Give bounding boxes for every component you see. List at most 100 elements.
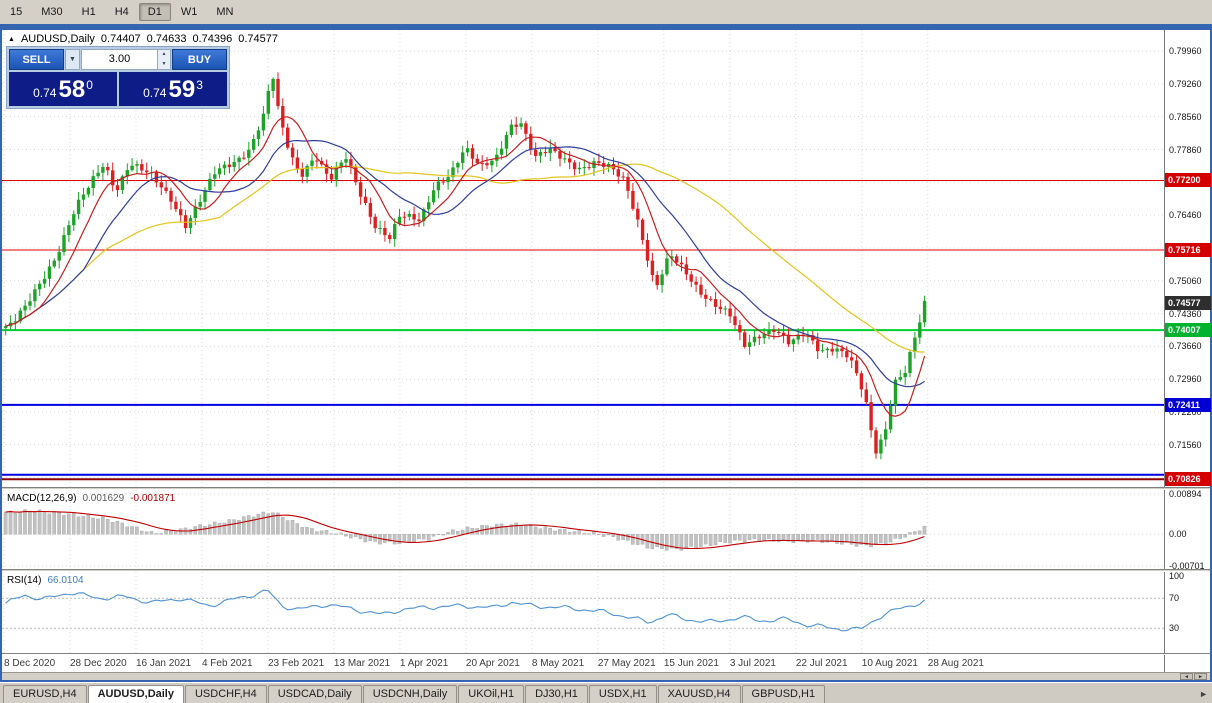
scroll-right-icon[interactable]: ► <box>1194 673 1207 680</box>
chart-window: ▲ AUDUSD,Daily 0.74407 0.74633 0.74396 0… <box>0 24 1212 682</box>
macd-axis-tick: -0.00701 <box>1169 560 1205 571</box>
price-level-badge: 0.70826 <box>1165 472 1211 487</box>
tab-usdchf-h4[interactable]: USDCHF,H4 <box>184 685 267 703</box>
macd-axis-tick: 0.00894 <box>1169 488 1202 499</box>
chart-scroll-strip: ◄ ► <box>2 672 1210 680</box>
tab-ukoil-h1[interactable]: UKOil,H1 <box>458 685 525 703</box>
price-tick: 0.77860 <box>1169 144 1202 155</box>
volume-field[interactable]: 3.00 ▲ ▼ <box>81 49 171 70</box>
date-label: 1 Apr 2021 <box>399 658 449 669</box>
date-label: 3 Jul 2021 <box>729 658 776 669</box>
rsi-axis-tick: 100 <box>1169 570 1185 581</box>
macd-signal-value: -0.001871 <box>130 493 176 504</box>
timeframe-button-w1[interactable]: W1 <box>180 6 198 18</box>
close-value: 0.74577 <box>238 33 278 45</box>
tab-scroll-right-icon[interactable]: ► <box>1199 689 1208 699</box>
price-tick: 0.72260 <box>1169 407 1202 417</box>
sell-price-prefix: 0.74 <box>33 86 57 100</box>
horizontal-scrollbar: ◄ ► <box>1179 673 1207 680</box>
date-axis[interactable]: 8 Dec 2020 28 Dec 2020 16 Jan 2021 4 Feb 20… <box>2 655 1164 672</box>
price-level-badge: 0.74007 <box>1165 323 1211 338</box>
tab-usdcnh-daily[interactable]: USDCNH,Daily <box>362 685 458 703</box>
volume-value[interactable]: 3.00 <box>108 53 131 65</box>
rsi-axis-tick: 30 <box>1169 623 1180 634</box>
spinner-down-icon[interactable]: ▼ <box>158 59 170 69</box>
price-tick: 0.74360 <box>1169 308 1202 319</box>
macd-header: MACD(12,26,9) 0.001629 -0.001871 <box>7 493 175 504</box>
high-value: 0.74633 <box>146 33 187 45</box>
buy-button[interactable]: BUY <box>172 49 227 70</box>
sell-button[interactable]: SELL <box>9 49 64 70</box>
price-tick: 0.79960 <box>1169 46 1202 57</box>
price-level-badge: 0.74577 <box>1165 296 1211 311</box>
timeframe-button-15[interactable]: 15 <box>10 6 23 18</box>
spinner-up-icon[interactable]: ▲ <box>158 50 170 60</box>
timeframe-button-d1[interactable]: D1 <box>138 3 171 21</box>
price-tick: 0.71560 <box>1169 439 1202 450</box>
date-label: 8 Dec 2020 <box>4 658 56 669</box>
date-label: 4 Feb 2021 <box>201 658 253 669</box>
sell-price-sup: 0 <box>86 78 93 92</box>
timeframe-button-h1[interactable]: H1 <box>81 6 96 18</box>
price-level-badge: 0.72411 <box>1165 397 1211 412</box>
rsi-indicator-pane[interactable] <box>2 572 1164 653</box>
price-tick: 0.78560 <box>1169 111 1202 122</box>
symbol-label: AUDUSD,Daily <box>20 33 95 45</box>
volume-spinner: ▲ ▼ <box>157 50 170 69</box>
pane-separator[interactable] <box>2 487 1210 490</box>
macd-axis-tick: 0.00 <box>1169 529 1187 540</box>
buy-price-sup: 3 <box>196 78 203 92</box>
tab-usdx-h1[interactable]: USDX,H1 <box>588 685 657 703</box>
tab-usdcad-daily[interactable]: USDCAD,Daily <box>267 685 362 703</box>
timeframe-button-h4[interactable]: H4 <box>114 6 129 18</box>
price-tick: 0.73660 <box>1169 341 1202 352</box>
price-level-badge: 0.75716 <box>1165 243 1211 258</box>
ohlc-header: ▲ AUDUSD,Daily 0.74407 0.74633 0.74396 0… <box>8 33 278 45</box>
tab-audusd-daily[interactable]: AUDUSD,Daily <box>87 685 184 703</box>
buy-price-display[interactable]: 0.74 59 3 <box>119 72 227 106</box>
macd-label: MACD(12,26,9) <box>7 493 77 504</box>
tab-xauusd-h4[interactable]: XAUUSD,H4 <box>657 685 741 703</box>
date-label: 15 Jun 2021 <box>663 658 719 669</box>
tab-eurusd-h4[interactable]: EURUSD,H4 <box>3 685 87 703</box>
macd-indicator-pane[interactable] <box>2 490 1164 569</box>
timeframe-button-m30[interactable]: M30 <box>41 6 63 18</box>
date-label: 20 Apr 2021 <box>465 658 520 669</box>
chart-content: ▲ AUDUSD,Daily 0.74407 0.74633 0.74396 0… <box>2 30 1211 680</box>
rsi-axis-tick: 70 <box>1169 593 1180 604</box>
symbol-marker-icon: ▲ <box>8 35 15 43</box>
tab-gbpusd-h1[interactable]: GBPUSD,H1 <box>741 685 826 703</box>
date-label: 28 Aug 2021 <box>927 658 984 669</box>
macd-main-value: 0.001629 <box>82 493 125 504</box>
date-label: 16 Jan 2021 <box>135 658 192 669</box>
price-tick: 0.76460 <box>1169 210 1202 221</box>
date-label: 22 Jul 2021 <box>795 658 848 669</box>
rsi-label: RSI(14) <box>7 575 42 586</box>
one-click-trading-panel: SELL ▼ 3.00 ▲ ▼ BUY 0.74 58 0 <box>6 46 230 109</box>
date-label: 10 Aug 2021 <box>861 658 918 669</box>
date-label: 8 May 2021 <box>531 658 585 669</box>
open-value: 0.74407 <box>100 33 141 45</box>
pane-separator[interactable] <box>2 569 1210 572</box>
price-tick: 0.75060 <box>1169 275 1202 286</box>
buy-price-big: 59 <box>168 76 196 103</box>
date-label: 27 May 2021 <box>597 658 656 669</box>
price-tick: 0.79260 <box>1169 78 1202 89</box>
sell-price-big: 58 <box>58 76 86 103</box>
price-axis[interactable]: 0.799600.792600.785600.778600.771600.764… <box>1164 30 1211 672</box>
timeframe-button-mn[interactable]: MN <box>216 6 234 18</box>
tab-list: EURUSD,H4 AUDUSD,Daily USDCHF,H4 USDCAD,Dai… <box>3 685 826 703</box>
date-label: 13 Mar 2021 <box>333 658 391 669</box>
tab-dj30-h1[interactable]: DJ30,H1 <box>525 685 588 703</box>
low-value: 0.74396 <box>192 33 233 45</box>
rsi-value: 66.0104 <box>47 575 84 586</box>
chart-tabbar: EURUSD,H4 AUDUSD,Daily USDCHF,H4 USDCAD,Dai… <box>0 682 1212 703</box>
sell-price-display[interactable]: 0.74 58 0 <box>9 72 117 106</box>
date-label: 23 Feb 2021 <box>267 658 325 669</box>
volume-dropdown-icon[interactable]: ▼ <box>65 49 80 70</box>
scroll-left-icon[interactable]: ◄ <box>1180 673 1193 680</box>
price-tick: 0.72960 <box>1169 374 1202 385</box>
rsi-header: RSI(14) 66.0104 <box>7 575 84 586</box>
pane-separator[interactable] <box>2 653 1210 655</box>
buy-price-prefix: 0.74 <box>143 86 167 100</box>
